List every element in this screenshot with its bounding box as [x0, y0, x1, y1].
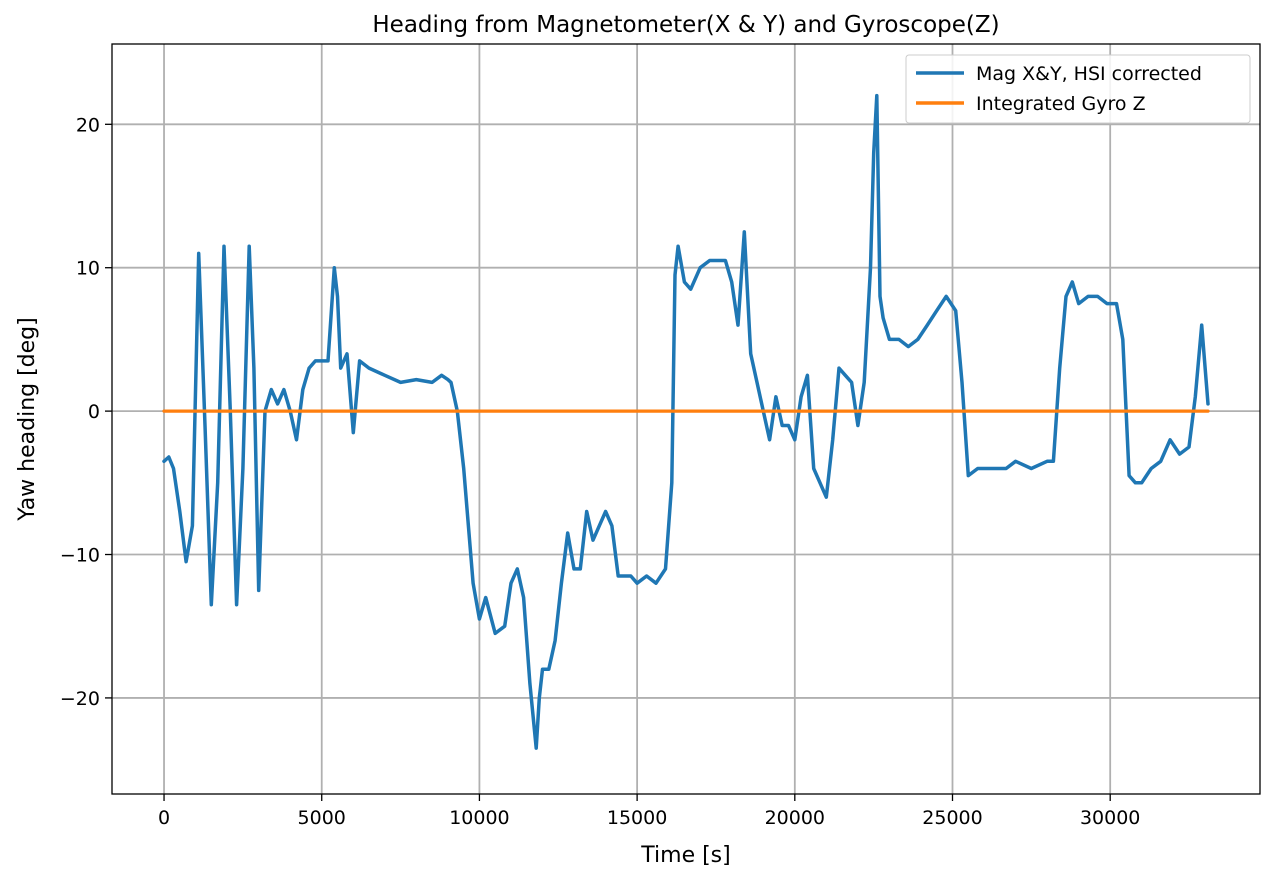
x-axis-label: Time [s] — [640, 843, 730, 868]
x-tick-label: 30000 — [1080, 807, 1140, 829]
series-layer — [162, 93, 1210, 750]
y-tick-label: 20 — [76, 114, 100, 136]
x-tick-label: 15000 — [607, 807, 667, 829]
x-tick-label: 5000 — [298, 807, 346, 829]
legend-label-gyro: Integrated Gyro Z — [976, 93, 1146, 115]
y-tick-label: −10 — [60, 545, 100, 567]
x-tick-label: 25000 — [922, 807, 982, 829]
legend: Mag X&Y, HSI corrected Integrated Gyro Z — [905, 54, 1251, 124]
y-tick-label: 0 — [88, 401, 100, 423]
chart-title: Heading from Magnetometer(X & Y) and Gyr… — [372, 12, 999, 38]
y-axis: −20 −10 0 10 20 — [60, 114, 112, 710]
y-tick-label: −20 — [60, 688, 100, 710]
plot-frame — [111, 43, 1261, 795]
y-axis-label: Yaw heading [deg] — [15, 317, 40, 521]
y-tick-label: 10 — [76, 258, 100, 280]
x-tick-label: 0 — [158, 807, 170, 829]
x-tick-label: 20000 — [765, 807, 825, 829]
legend-box — [905, 54, 1251, 124]
series-line-mag — [162, 93, 1210, 750]
legend-label-mag: Mag X&Y, HSI corrected — [976, 63, 1202, 85]
x-axis: 0 5000 10000 15000 20000 25000 30000 — [158, 794, 1140, 829]
x-tick-label: 10000 — [449, 807, 509, 829]
